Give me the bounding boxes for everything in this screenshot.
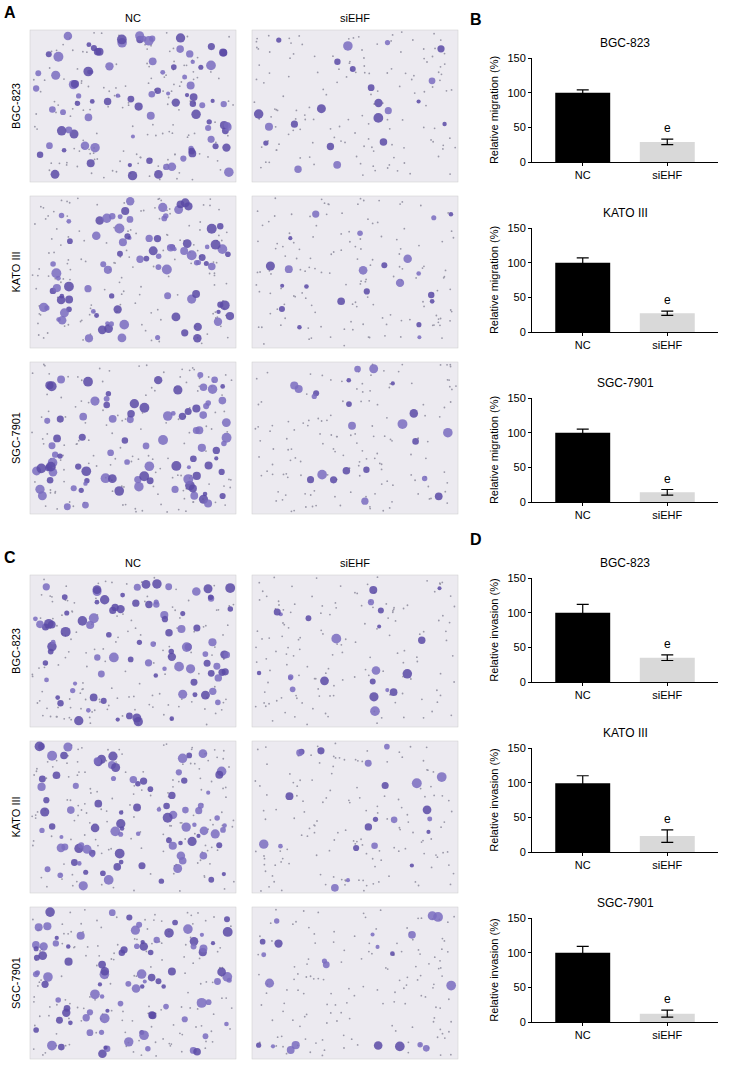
svg-text:Relative migration (%): Relative migration (%) (488, 226, 500, 334)
svg-text:siEHF: siEHF (652, 1029, 682, 1041)
svg-text:SGC-7901: SGC-7901 (597, 896, 654, 910)
svg-text:50: 50 (514, 121, 526, 133)
svg-text:150: 150 (507, 742, 525, 754)
svg-text:KATO III: KATO III (603, 726, 648, 740)
svg-text:siEHF: siEHF (652, 859, 682, 871)
svg-text:150: 150 (507, 392, 525, 404)
svg-text:KATO III: KATO III (10, 796, 22, 837)
svg-text:siEHF: siEHF (652, 509, 682, 521)
svg-text:NC: NC (575, 859, 591, 871)
svg-text:BGC-823: BGC-823 (10, 628, 22, 674)
svg-text:150: 150 (507, 572, 525, 584)
svg-text:e: e (664, 472, 671, 486)
svg-text:siEHF: siEHF (652, 689, 682, 701)
svg-text:Relative invasion (%): Relative invasion (%) (488, 578, 500, 681)
svg-text:NC: NC (125, 12, 141, 24)
svg-text:100: 100 (507, 947, 525, 959)
svg-text:D: D (470, 531, 482, 548)
svg-text:KATO III: KATO III (603, 206, 648, 220)
svg-text:50: 50 (514, 461, 526, 473)
svg-text:NC: NC (575, 689, 591, 701)
svg-text:50: 50 (514, 641, 526, 653)
svg-text:NC: NC (575, 509, 591, 521)
svg-text:NC: NC (125, 557, 141, 569)
svg-text:NC: NC (575, 169, 591, 181)
svg-text:0: 0 (520, 676, 526, 688)
svg-text:NC: NC (575, 1029, 591, 1041)
svg-text:Relative migration (%): Relative migration (%) (488, 396, 500, 504)
svg-text:SGC-7901: SGC-7901 (10, 412, 22, 464)
svg-text:e: e (664, 637, 671, 651)
svg-text:A: A (4, 4, 16, 21)
svg-text:Relative invasion (%): Relative invasion (%) (488, 748, 500, 851)
svg-text:0: 0 (520, 156, 526, 168)
svg-text:100: 100 (507, 607, 525, 619)
svg-text:BGC-823: BGC-823 (10, 83, 22, 129)
svg-text:0: 0 (520, 496, 526, 508)
svg-text:e: e (664, 121, 671, 135)
svg-text:C: C (4, 549, 16, 566)
svg-text:siEHF: siEHF (652, 339, 682, 351)
svg-text:100: 100 (507, 87, 525, 99)
svg-text:0: 0 (520, 1016, 526, 1028)
svg-text:NC: NC (575, 339, 591, 351)
svg-text:B: B (470, 11, 482, 28)
svg-text:BGC-823: BGC-823 (600, 556, 650, 570)
svg-text:100: 100 (507, 777, 525, 789)
svg-text:siEHF: siEHF (340, 12, 370, 24)
svg-text:SGC-7901: SGC-7901 (10, 957, 22, 1009)
svg-text:SGC-7901: SGC-7901 (597, 376, 654, 390)
svg-text:50: 50 (514, 981, 526, 993)
svg-text:e: e (664, 812, 671, 826)
svg-text:e: e (664, 992, 671, 1006)
svg-text:0: 0 (520, 326, 526, 338)
svg-text:50: 50 (514, 291, 526, 303)
svg-text:50: 50 (514, 811, 526, 823)
svg-text:100: 100 (507, 257, 525, 269)
svg-text:150: 150 (507, 222, 525, 234)
svg-text:100: 100 (507, 427, 525, 439)
svg-text:Relative migration (%): Relative migration (%) (488, 56, 500, 164)
svg-text:Relative invasion (%): Relative invasion (%) (488, 918, 500, 1021)
svg-text:siEHF: siEHF (340, 557, 370, 569)
svg-text:e: e (664, 293, 671, 307)
svg-text:siEHF: siEHF (652, 169, 682, 181)
svg-text:150: 150 (507, 912, 525, 924)
svg-text:KATO III: KATO III (10, 251, 22, 292)
svg-text:0: 0 (520, 846, 526, 858)
svg-text:BGC-823: BGC-823 (600, 36, 650, 50)
svg-text:150: 150 (507, 52, 525, 64)
